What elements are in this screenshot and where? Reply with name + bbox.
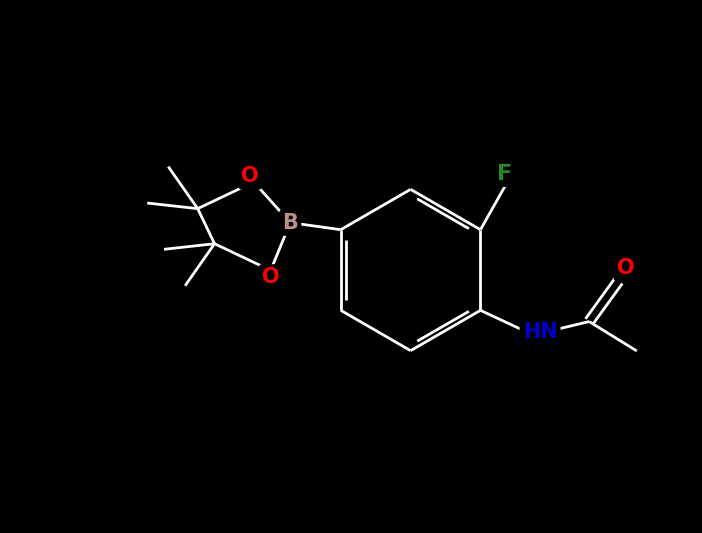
Text: O: O	[262, 268, 279, 287]
Text: F: F	[498, 164, 512, 183]
Text: O: O	[617, 259, 635, 278]
Text: O: O	[241, 166, 259, 187]
Text: B: B	[282, 213, 298, 233]
Text: HN: HN	[523, 322, 557, 342]
